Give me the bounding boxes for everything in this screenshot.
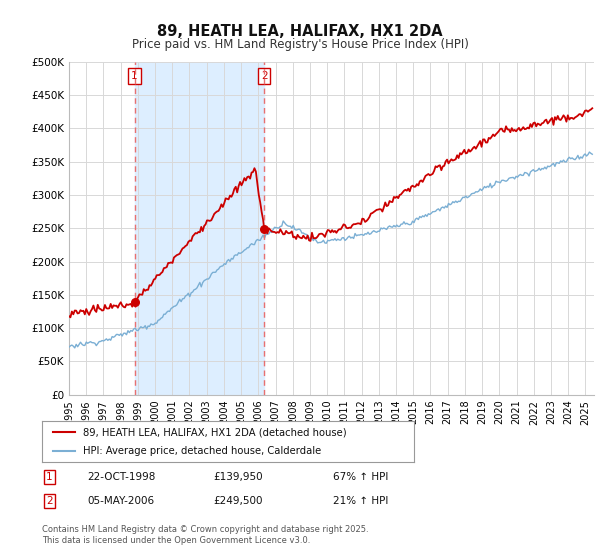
Point bbox=[130, 297, 139, 306]
Text: 22-OCT-1998: 22-OCT-1998 bbox=[87, 472, 155, 482]
Text: 2: 2 bbox=[46, 496, 53, 506]
Text: £139,950: £139,950 bbox=[213, 472, 263, 482]
Text: 05-MAY-2006: 05-MAY-2006 bbox=[87, 496, 154, 506]
Text: 89, HEATH LEA, HALIFAX, HX1 2DA (detached house): 89, HEATH LEA, HALIFAX, HX1 2DA (detache… bbox=[83, 427, 347, 437]
Text: 1: 1 bbox=[131, 71, 138, 81]
Text: Price paid vs. HM Land Registry's House Price Index (HPI): Price paid vs. HM Land Registry's House … bbox=[131, 38, 469, 50]
Text: £249,500: £249,500 bbox=[213, 496, 263, 506]
Point bbox=[259, 224, 269, 233]
Text: 89, HEATH LEA, HALIFAX, HX1 2DA: 89, HEATH LEA, HALIFAX, HX1 2DA bbox=[157, 24, 443, 39]
Text: 21% ↑ HPI: 21% ↑ HPI bbox=[333, 496, 388, 506]
Text: Contains HM Land Registry data © Crown copyright and database right 2025.
This d: Contains HM Land Registry data © Crown c… bbox=[42, 525, 368, 545]
Text: 67% ↑ HPI: 67% ↑ HPI bbox=[333, 472, 388, 482]
Text: HPI: Average price, detached house, Calderdale: HPI: Average price, detached house, Cald… bbox=[83, 446, 321, 456]
Bar bbox=[134, 62, 264, 395]
Text: 2: 2 bbox=[261, 71, 268, 81]
Text: 1: 1 bbox=[46, 472, 53, 482]
